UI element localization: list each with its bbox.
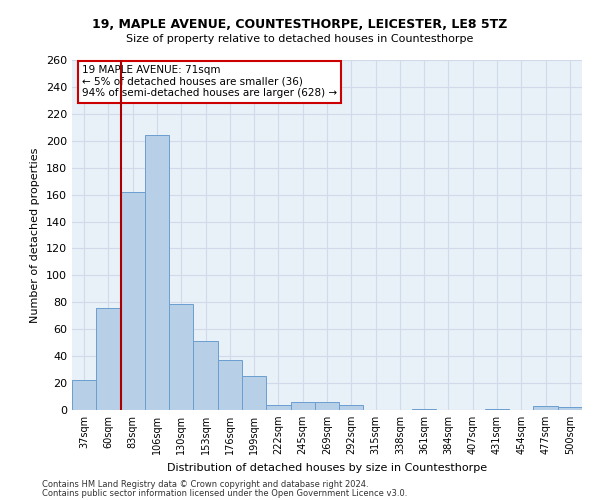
Bar bbox=[145, 136, 169, 410]
Bar bbox=[193, 342, 218, 410]
X-axis label: Distribution of detached houses by size in Countesthorpe: Distribution of detached houses by size … bbox=[167, 462, 487, 472]
Bar bbox=[218, 360, 242, 410]
Bar bbox=[315, 402, 339, 410]
Bar bbox=[169, 304, 193, 410]
Bar bbox=[72, 380, 96, 410]
Bar bbox=[266, 404, 290, 410]
Bar bbox=[533, 406, 558, 410]
Text: Contains HM Land Registry data © Crown copyright and database right 2024.: Contains HM Land Registry data © Crown c… bbox=[42, 480, 368, 489]
Bar bbox=[242, 376, 266, 410]
Text: 19 MAPLE AVENUE: 71sqm
← 5% of detached houses are smaller (36)
94% of semi-deta: 19 MAPLE AVENUE: 71sqm ← 5% of detached … bbox=[82, 66, 337, 98]
Y-axis label: Number of detached properties: Number of detached properties bbox=[31, 148, 40, 322]
Text: Size of property relative to detached houses in Countesthorpe: Size of property relative to detached ho… bbox=[127, 34, 473, 43]
Text: Contains public sector information licensed under the Open Government Licence v3: Contains public sector information licen… bbox=[42, 488, 407, 498]
Text: 19, MAPLE AVENUE, COUNTESTHORPE, LEICESTER, LE8 5TZ: 19, MAPLE AVENUE, COUNTESTHORPE, LEICEST… bbox=[92, 18, 508, 30]
Bar bbox=[96, 308, 121, 410]
Bar bbox=[290, 402, 315, 410]
Bar bbox=[121, 192, 145, 410]
Bar bbox=[412, 408, 436, 410]
Bar bbox=[339, 404, 364, 410]
Bar bbox=[558, 408, 582, 410]
Bar bbox=[485, 408, 509, 410]
